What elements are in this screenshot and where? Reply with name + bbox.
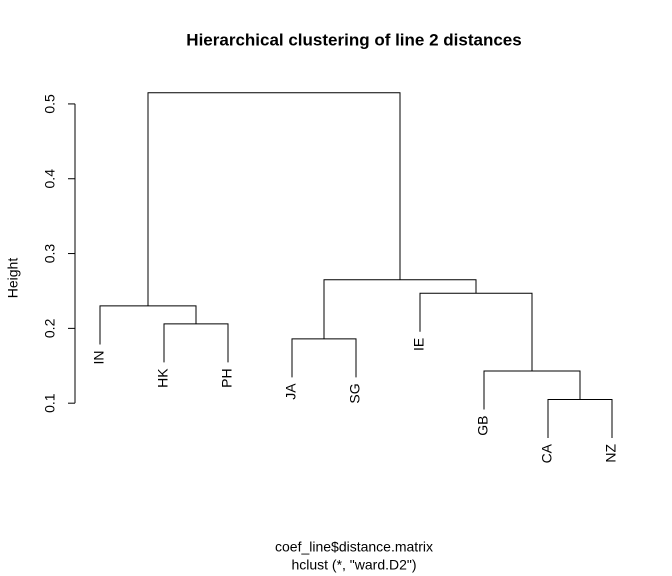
merge bbox=[419, 292, 533, 372]
leaf-label: IE bbox=[411, 338, 427, 351]
leaf-label: NZ bbox=[603, 444, 619, 463]
leaf-label: SG bbox=[347, 383, 363, 403]
merge bbox=[291, 338, 357, 378]
merge bbox=[99, 305, 197, 345]
y-tick-label: 0.1 bbox=[42, 393, 58, 413]
subtitle: hclust (*, "ward.D2") bbox=[291, 557, 416, 573]
merge bbox=[323, 279, 477, 339]
merge bbox=[163, 323, 229, 363]
x-axis-label: coef_line$distance.matrix bbox=[275, 539, 433, 555]
y-tick-label: 0.5 bbox=[42, 94, 58, 114]
y-tick-label: 0.2 bbox=[42, 318, 58, 338]
leaf-label: CA bbox=[539, 443, 555, 463]
y-axis-label: Height bbox=[5, 258, 21, 299]
leaf-label: IN bbox=[91, 350, 107, 364]
merge bbox=[147, 92, 401, 306]
y-tick-label: 0.3 bbox=[42, 244, 58, 264]
leaf-label: PH bbox=[219, 368, 235, 387]
merge bbox=[483, 370, 581, 410]
leaf-label: GB bbox=[475, 416, 491, 436]
leaf-label: HK bbox=[155, 368, 171, 388]
merge bbox=[547, 398, 613, 438]
leaf-label: JA bbox=[283, 383, 299, 400]
y-tick-label: 0.4 bbox=[42, 169, 58, 189]
chart-title: Hierarchical clustering of line 2 distan… bbox=[186, 30, 521, 49]
